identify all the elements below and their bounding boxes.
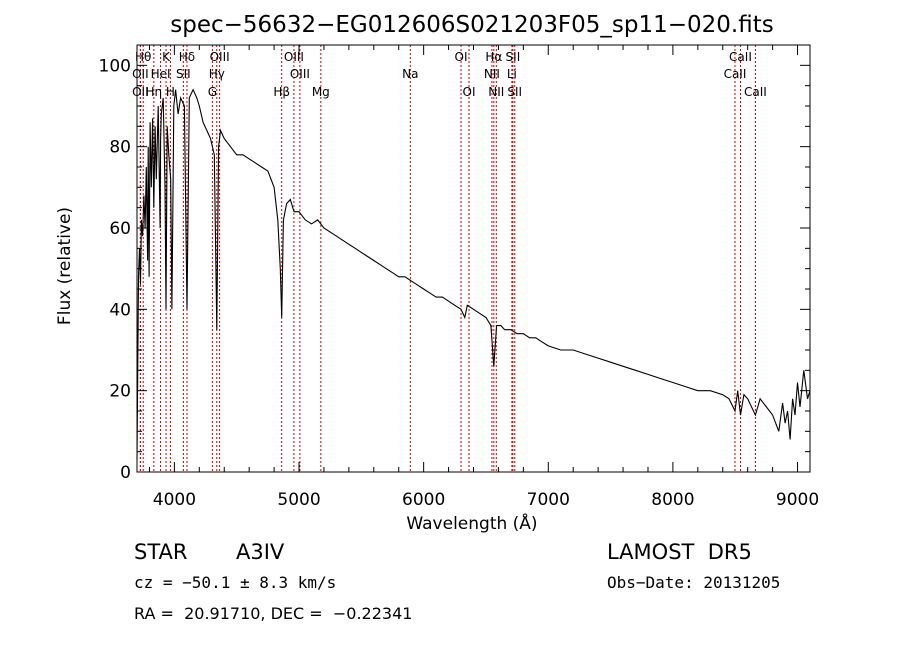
line-marker-label: SII	[507, 85, 522, 99]
line-marker-label: NII	[484, 67, 500, 81]
y-tick-label: 40	[109, 300, 131, 320]
line-marker-label: OI	[455, 50, 468, 64]
plot-frame	[136, 44, 811, 473]
line-marker-label: Hθ	[135, 50, 151, 64]
line-marker-label: HeI	[151, 67, 171, 81]
axis-ticks: 4000 5000 6000 7000 8000 9000 0 20 40 60 80 100	[99, 45, 819, 510]
line-marker-label: G	[208, 85, 217, 99]
line-marker-label: Hγ	[209, 67, 225, 81]
survey-name: LAMOST DR5	[607, 540, 752, 564]
line-marker-label: CaII	[744, 85, 767, 99]
line-marker-label: H	[166, 85, 175, 99]
line-marker-label: SII	[176, 67, 191, 81]
line-marker-label: OIII	[290, 67, 310, 81]
line-marker-label: OIII	[284, 50, 304, 64]
line-marker-label: CaII	[724, 67, 747, 81]
object-type: STAR	[134, 540, 188, 564]
line-marker-label: Mg	[312, 85, 330, 99]
line-marker-label: SII	[506, 50, 521, 64]
obs-date: Obs−Date: 20131205	[607, 573, 781, 592]
line-markers	[139, 45, 756, 472]
x-tick-label: 4000	[153, 490, 196, 510]
x-tick-label: 9000	[776, 490, 819, 510]
spectrum-line	[136, 88, 811, 460]
y-tick-label: 60	[109, 219, 131, 239]
line-marker-label: Li	[507, 67, 517, 81]
line-marker-label: Hδ	[179, 50, 195, 64]
y-tick-label: 20	[109, 382, 131, 402]
x-axis-label: Wavelength (Å)	[406, 512, 537, 534]
x-tick-label: 8000	[651, 490, 694, 510]
subclass: A3IV	[236, 540, 285, 564]
y-axis-label: Flux (relative)	[55, 207, 75, 325]
line-marker-label: CaII	[729, 50, 752, 64]
redshift-value: cz = −50.1 ± 8.3 km/s	[134, 573, 337, 592]
chart-title: spec−56632−EG012606S021203F05_sp11−020.f…	[170, 12, 773, 38]
x-tick-label: 7000	[527, 490, 570, 510]
line-marker-label: Hβ	[273, 85, 290, 99]
line-marker-label: OII	[132, 85, 149, 99]
line-marker-label: OII	[132, 67, 149, 81]
line-marker-label: OI	[463, 85, 476, 99]
line-marker-label: Hη	[146, 85, 163, 99]
line-marker-label: Hα	[485, 50, 502, 64]
x-tick-label: 6000	[402, 490, 445, 510]
y-tick-label: 100	[99, 56, 131, 76]
line-marker-label: Na	[402, 67, 418, 81]
coordinates: RA = 20.91710, DEC = −0.22341	[134, 604, 413, 623]
x-tick-label: 5000	[277, 490, 320, 510]
y-tick-label: 80	[109, 138, 131, 158]
y-tick-label: 0	[120, 463, 131, 483]
line-marker-label: K	[162, 50, 171, 64]
line-marker-label: NII	[488, 85, 504, 99]
line-marker-label: OIII	[210, 50, 230, 64]
